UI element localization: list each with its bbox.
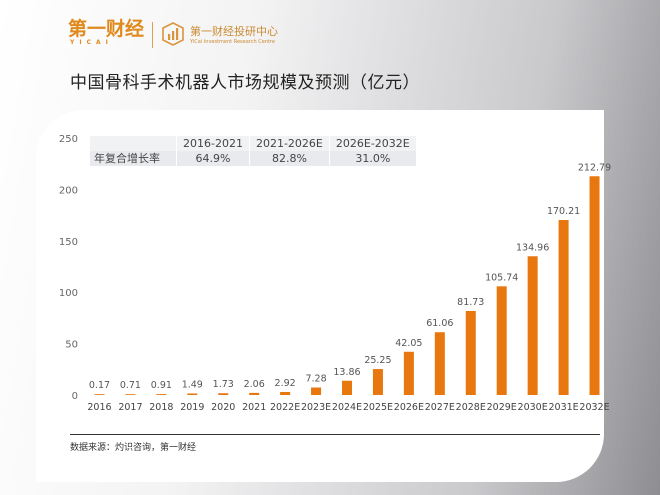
bar-2030e: [527, 256, 538, 395]
bar-2019: [187, 393, 198, 395]
growth-table-header-2021-2026e: 2021-2026E: [249, 136, 330, 151]
x-tick-label-2020: 2020: [211, 402, 235, 413]
x-tick-label-2030e: 2030E: [518, 402, 548, 413]
y-tick-label-250: 250: [59, 134, 78, 145]
value-label-2031e: 170.21: [547, 206, 580, 217]
y-tick-label-100: 100: [59, 288, 78, 299]
value-label-2032e: 212.79: [578, 162, 611, 173]
y-tick-label-200: 200: [59, 185, 78, 196]
data-source: 数据来源：灼识咨询，第一财经: [70, 443, 197, 453]
growth-table-header-row: 2016-2021 2021-2026E 2026E-2032E: [90, 136, 417, 151]
value-label-2016: 0.17: [89, 380, 110, 391]
growth-table-value-row: 年复合增长率 64.9% 82.8% 31.0%: [90, 151, 417, 166]
x-tick-label-2025e: 2025E: [363, 402, 393, 413]
chart-title: 中国骨科手术机器人市场规模及预测（亿元）: [70, 73, 420, 93]
value-label-2021: 2.06: [244, 379, 265, 390]
growth-table-header-2016-2021: 2016-2021: [176, 136, 250, 151]
research-centre-seal-icon: [162, 22, 184, 46]
bar-2027e: [434, 332, 445, 395]
research-centre-name: 第一财经投研中心: [190, 25, 278, 38]
bar-2025e: [372, 369, 383, 395]
growth-table-corner: [90, 136, 177, 151]
x-tick-label-2029e: 2029E: [487, 402, 517, 413]
bar-2016: [94, 394, 105, 395]
x-tick-label-2022e: 2022E: [270, 402, 300, 413]
yicai-logo-sub: YICAI: [70, 39, 113, 46]
x-tick-label-2026e: 2026E: [394, 402, 424, 413]
x-tick-label-2032e: 2032E: [579, 402, 609, 413]
bar-2021: [249, 392, 260, 395]
logo-divider: [152, 22, 153, 48]
growth-table-row-label: 年复合增长率: [90, 151, 177, 166]
value-label-2023e: 7.28: [305, 374, 326, 385]
value-label-2030e: 134.96: [516, 242, 549, 253]
y-tick-label-0: 0: [72, 391, 78, 402]
x-tick-label-2019: 2019: [180, 402, 204, 413]
y-tick-label-150: 150: [59, 237, 78, 248]
chart-card: [36, 110, 604, 482]
value-label-2027e: 61.06: [426, 318, 453, 329]
value-label-2019: 1.49: [182, 379, 203, 390]
bar-2022e: [280, 391, 291, 395]
x-tick-label-2021: 2021: [242, 402, 266, 413]
x-tick-label-2017: 2017: [118, 402, 142, 413]
value-label-2029e: 105.74: [485, 272, 518, 283]
footer-divider: [70, 434, 600, 435]
bar-2024e: [342, 380, 352, 395]
bar-2029e: [496, 286, 507, 395]
bar-2028e: [465, 310, 476, 395]
bar-2017: [125, 394, 136, 395]
value-label-2020: 1.73: [213, 379, 234, 390]
bar-2018: [156, 394, 167, 395]
value-label-2024e: 13.86: [333, 367, 360, 378]
value-label-2022e: 2.92: [275, 378, 296, 389]
growth-table-value-2026e-2032e: 31.0%: [329, 151, 417, 166]
x-tick-label-2018: 2018: [149, 402, 173, 413]
yicai-logo: 第一财经: [68, 18, 145, 40]
research-centre-name-en: YiCai Investment Research Centre: [190, 39, 275, 45]
bar-2026e: [403, 351, 414, 395]
growth-table-header-2026e-2032e: 2026E-2032E: [329, 136, 417, 151]
x-tick-label-2027e: 2027E: [425, 402, 455, 413]
value-label-2018: 0.91: [151, 380, 172, 391]
bar-2020: [218, 393, 229, 395]
x-tick-label-2028e: 2028E: [456, 402, 486, 413]
value-label-2026e: 42.05: [395, 338, 422, 349]
x-tick-label-2031e: 2031E: [548, 402, 578, 413]
y-tick-label-50: 50: [65, 340, 78, 351]
bar-2023e: [311, 387, 322, 395]
bar-2031e: [558, 220, 569, 395]
value-label-2017: 0.71: [120, 380, 141, 391]
growth-table-value-2016-2021: 64.9%: [176, 151, 250, 166]
bar-2032e: [589, 176, 600, 395]
value-label-2025e: 25.25: [364, 355, 391, 366]
value-label-2028e: 81.73: [457, 297, 484, 308]
x-tick-label-2023e: 2023E: [301, 402, 331, 413]
x-tick-label-2024e: 2024E: [332, 402, 362, 413]
growth-table-value-2021-2026e: 82.8%: [249, 151, 330, 166]
x-tick-label-2016: 2016: [87, 402, 111, 413]
growth-rate-table: 2016-2021 2021-2026E 2026E-2032E 年复合增长率 …: [90, 136, 417, 166]
